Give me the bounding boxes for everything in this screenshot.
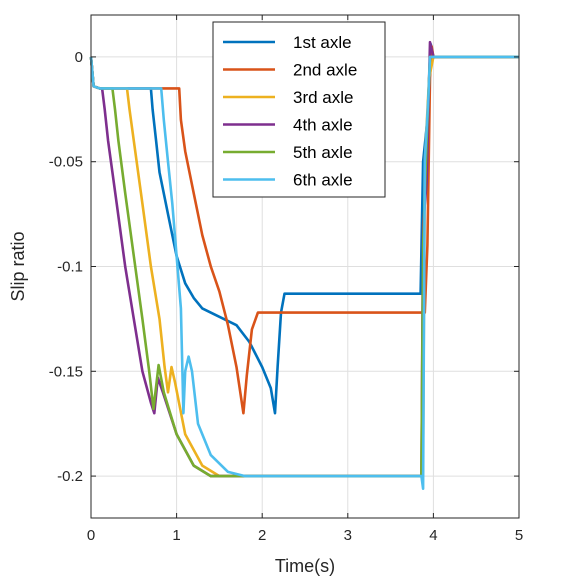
y-tick-label: 0 (75, 49, 83, 66)
y-axis-label: Slip ratio (8, 231, 28, 301)
legend-label: 5th axle (293, 143, 353, 162)
series-lines (89, 40, 519, 490)
series-line-6 (89, 55, 519, 490)
x-tick-label: 1 (172, 527, 180, 544)
x-tick-label: 5 (515, 527, 523, 544)
x-tick-label: 2 (258, 527, 266, 544)
legend-label: 1st axle (293, 33, 352, 52)
legend: 1st axle 2nd axle 3rd axle 4th axle 5th axle… (212, 21, 386, 198)
x-tick-label: 4 (429, 527, 437, 544)
legend-label: 6th axle (293, 171, 353, 190)
x-axis-label: Time(s) (275, 556, 335, 576)
x-tick-label: 0 (87, 527, 95, 544)
legend-label: 3rd axle (293, 88, 353, 107)
legend-label: 4th axle (293, 116, 353, 135)
y-tick-label: -0.2 (57, 468, 83, 485)
axis-ticks: 0 1 2 3 4 5 0 -0.05 -0.1 -0.15 -0.2 (49, 15, 523, 544)
x-tick-label: 3 (344, 527, 352, 544)
legend-box (212, 21, 386, 198)
series-line-2 (89, 45, 519, 415)
y-tick-label: -0.1 (57, 259, 83, 276)
y-tick-label: -0.15 (49, 363, 83, 380)
legend-label: 2nd axle (293, 61, 357, 80)
y-tick-label: -0.05 (49, 154, 83, 171)
